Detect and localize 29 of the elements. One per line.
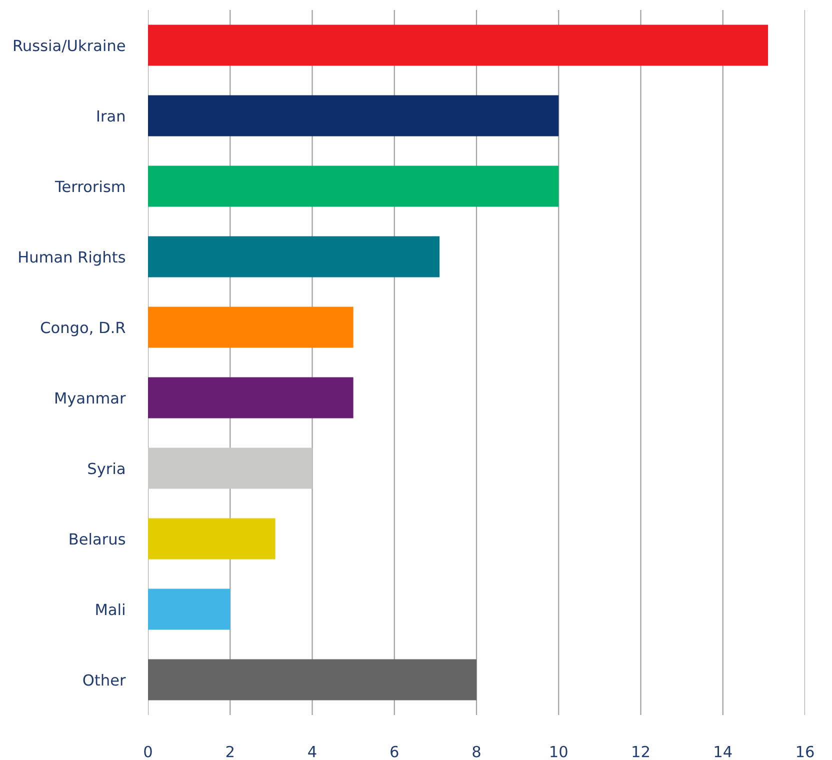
bar <box>148 659 476 700</box>
y-tick-label: Terrorism <box>54 180 124 192</box>
bar <box>148 166 559 207</box>
bar <box>148 24 768 66</box>
bar <box>148 377 354 418</box>
x-tick-label: 0 <box>144 746 152 758</box>
x-tick-label: 10 <box>550 746 568 758</box>
x-tick-label: 8 <box>472 746 480 758</box>
bar <box>148 518 276 560</box>
y-tick-label: Other <box>83 674 126 686</box>
y-tick-label: Congo, D.R <box>40 322 126 336</box>
bar <box>148 588 230 630</box>
x-tick-label: 14 <box>714 746 732 758</box>
y-tick-label: Syria <box>88 462 124 478</box>
x-tick-label: 4 <box>308 746 316 758</box>
x-tick-label: 16 <box>796 746 814 758</box>
bar <box>148 236 440 278</box>
y-tick-label: Iran <box>97 110 124 122</box>
bar <box>148 448 312 489</box>
y-tick-label: Russia/Ukraine <box>14 39 125 52</box>
y-tick-label: Belarus <box>70 532 126 545</box>
x-tick-label: 12 <box>632 746 649 758</box>
y-tick-label: Mali <box>96 603 124 616</box>
y-tick-label: Human Rights <box>19 250 126 266</box>
bar <box>148 95 559 136</box>
x-tick-label: 6 <box>390 746 398 758</box>
x-tick-label: 2 <box>226 746 234 758</box>
y-tick-label: Myanmar <box>55 392 126 407</box>
bar <box>148 306 354 348</box>
